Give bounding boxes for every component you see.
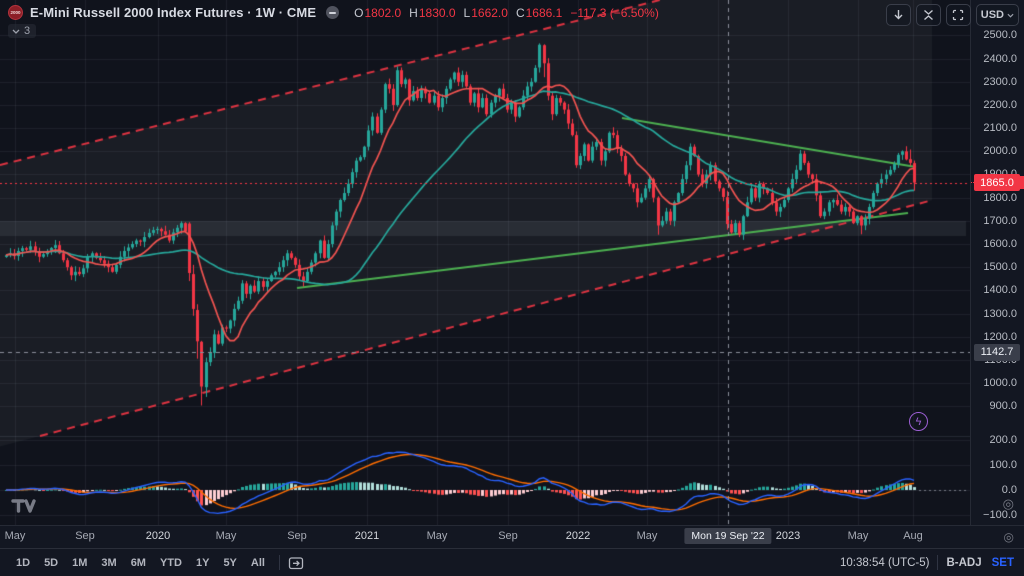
indicators-toggle[interactable]: 3 <box>8 24 37 38</box>
last-price-badge: 1865.0 <box>974 174 1020 192</box>
range-button-6m[interactable]: 6M <box>130 556 146 569</box>
ohlc-values: O1802.0 H1830.0 L1662.0 C1686.1 −117.3 (… <box>354 5 659 20</box>
market-closed-icon <box>326 6 340 19</box>
symbol-title[interactable]: E-Mini Russell 2000 Index Futures · 1W ·… <box>30 5 317 20</box>
collapse-icon <box>923 9 933 21</box>
range-button-1m[interactable]: 1M <box>72 556 88 569</box>
chevron-down-icon <box>1007 13 1014 18</box>
range-buttons: 1D 5D 1M 3M 6M YTD 1Y 5Y All <box>10 554 271 572</box>
toolbar-separator <box>278 555 280 570</box>
time-axis-label: 2022 <box>565 530 591 542</box>
time-axis-label: May <box>215 530 237 542</box>
price-axis-label: 1200.0 <box>983 330 1017 343</box>
download-button[interactable] <box>885 4 911 26</box>
fullscreen-icon <box>953 9 964 21</box>
range-button-ytd[interactable]: YTD <box>159 556 182 569</box>
time-axis-label: Sep <box>498 530 518 542</box>
price-axis-label: 1300.0 <box>983 307 1017 320</box>
time-axis-label: May <box>426 530 448 542</box>
goto-date-icon <box>288 556 304 569</box>
fullscreen-button[interactable] <box>945 4 971 26</box>
symbol-logo: 2000 <box>8 5 23 20</box>
price-axis[interactable]: 2500.02400.02300.02200.02100.02000.01900… <box>970 0 1024 525</box>
symbol-legend: 2000 E-Mini Russell 2000 Index Futures ·… <box>8 5 659 39</box>
time-axis-label: Aug <box>903 530 923 542</box>
crosshair-time-badge: Mon 19 Sep '22 <box>684 528 772 544</box>
macd-axis-label: 100.0 <box>989 459 1017 471</box>
high-value: 1830.0 <box>418 5 456 20</box>
price-axis-label: 2000.0 <box>983 145 1017 158</box>
price-axis-label: 1600.0 <box>983 238 1017 250</box>
toolbar-separator <box>937 555 939 570</box>
range-button-5d[interactable]: 5D <box>44 556 59 569</box>
macd-axis-label: −100.0 <box>983 509 1017 521</box>
time-axis-label: Sep <box>287 530 307 542</box>
timezone-clock-icon[interactable]: ◎ <box>1003 530 1014 544</box>
price-axis-label: 900.0 <box>989 400 1017 413</box>
tradingview-logo[interactable] <box>10 497 36 519</box>
change-value: −117.3 (−6.50%) <box>570 5 659 20</box>
price-axis-label: 1700.0 <box>983 214 1017 227</box>
time-axis-label: Sep <box>75 530 95 542</box>
price-axis-label: 1800.0 <box>983 191 1017 204</box>
time-axis-label: May <box>4 530 26 542</box>
price-axis-label: 2200.0 <box>983 98 1017 111</box>
time-axis-label: May <box>847 530 869 542</box>
range-button-all[interactable]: All <box>250 556 265 569</box>
price-axis-label: 2400.0 <box>983 52 1017 65</box>
price-axis-label: 1000.0 <box>983 377 1017 390</box>
chevron-down-icon <box>12 29 20 34</box>
currency-selector[interactable]: USD <box>975 4 1019 26</box>
session-type-button[interactable]: SET <box>991 556 1014 569</box>
chart-canvas[interactable] <box>0 0 970 525</box>
low-value: 1662.0 <box>471 5 508 20</box>
price-axis-label: 2500.0 <box>983 29 1017 42</box>
bottom-toolbar: 1D 5D 1M 3M 6M YTD 1Y 5Y All 10:38:54 (UTC-5) B-… <box>0 548 1024 576</box>
price-axis-label: 2100.0 <box>983 122 1017 135</box>
time-axis-label: May <box>636 530 658 542</box>
chart-topbar: USD <box>885 4 1019 26</box>
goto-date-button[interactable] <box>288 556 304 570</box>
collapse-pane-button[interactable] <box>915 4 941 26</box>
range-button-3m[interactable]: 3M <box>101 556 117 569</box>
open-value: 1802.0 <box>364 5 402 20</box>
crosshair-price-badge: 1142.7 <box>974 343 1020 361</box>
range-button-5y[interactable]: 5Y <box>223 556 237 569</box>
macd-axis-label: 200.0 <box>989 434 1017 446</box>
price-axis-label: 2300.0 <box>983 75 1017 88</box>
indicators-count: 3 <box>24 25 31 37</box>
instant-order-button[interactable]: ϟ <box>909 412 928 431</box>
time-axis-label: 2023 <box>775 530 801 542</box>
macd-axis-label: 0.0 <box>1001 484 1017 496</box>
time-axis-label: 2020 <box>145 530 171 542</box>
price-axis-label: 1500.0 <box>983 261 1017 274</box>
session-clock[interactable]: 10:38:54 (UTC-5) <box>840 556 930 569</box>
axis-settings-icon[interactable]: ◎ <box>1002 496 1014 511</box>
time-axis-label: 2021 <box>354 530 380 542</box>
range-button-1d[interactable]: 1D <box>16 556 31 569</box>
range-button-1y[interactable]: 1Y <box>195 556 210 569</box>
currency-label: USD <box>980 9 1004 21</box>
countdown-sliver <box>1019 176 1024 190</box>
close-value: 1686.1 <box>525 5 563 20</box>
download-icon <box>894 10 903 20</box>
adjust-data-button[interactable]: B-ADJ <box>946 556 982 569</box>
price-axis-label: 1400.0 <box>983 284 1017 297</box>
time-axis[interactable]: May Sep 2020 May Sep 2021 May Sep 2022 May 2023 May… <box>0 525 1024 548</box>
